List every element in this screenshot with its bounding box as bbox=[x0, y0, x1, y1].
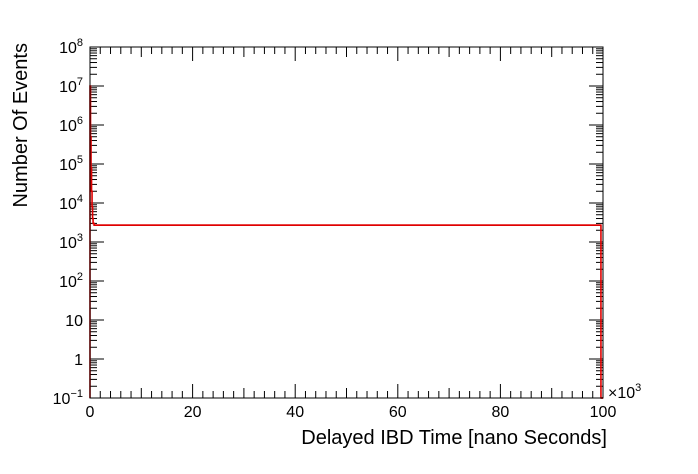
y-tick-label-base: 10 bbox=[59, 40, 77, 57]
x-tick-label: 40 bbox=[286, 404, 304, 421]
x-tick-label: 0 bbox=[86, 404, 95, 421]
y-tick-label: 10 bbox=[65, 313, 83, 330]
y-tick-label-exponent: 2 bbox=[77, 271, 83, 283]
x-tick-label: 60 bbox=[389, 404, 407, 421]
y-tick-label: 104 bbox=[59, 193, 83, 213]
y-tick-label-base: 10 bbox=[59, 157, 77, 174]
x-tick-label: 100 bbox=[590, 404, 617, 421]
y-tick-label-base: 10 bbox=[59, 274, 77, 291]
y-tick-label-exponent: 8 bbox=[77, 37, 83, 49]
y-tick-label-base: 10 bbox=[59, 196, 77, 213]
y-tick-label: 103 bbox=[59, 232, 83, 252]
x-tick-label: 80 bbox=[492, 404, 510, 421]
x-tick-label: 20 bbox=[184, 404, 202, 421]
y-tick-label-base: 10 bbox=[59, 118, 77, 135]
y-tick-label-exponent: 5 bbox=[77, 154, 83, 166]
series-group bbox=[89, 85, 603, 399]
y-axis-title: Number Of Events bbox=[10, 43, 32, 208]
y-tick-label: 102 bbox=[59, 271, 83, 291]
y-tick-label-exponent: 3 bbox=[77, 232, 83, 244]
y-tick-label-base: 10 bbox=[53, 391, 71, 408]
y-tick-label: 105 bbox=[59, 154, 83, 174]
y-tick-label-base: 1 bbox=[74, 352, 83, 369]
y-tick-label-base: 10 bbox=[59, 235, 77, 252]
y-tick-label-exponent: 6 bbox=[77, 115, 83, 127]
y-tick-label: 1 bbox=[74, 352, 83, 369]
y-tick-label-exponent: −1 bbox=[70, 388, 83, 400]
y-tick-label-exponent: 7 bbox=[77, 76, 83, 88]
plot-frame bbox=[89, 46, 604, 399]
x-axis-title: Delayed IBD Time [nano Seconds] bbox=[301, 427, 607, 449]
x-axis-exponent-base: ×10 bbox=[608, 385, 635, 402]
y-tick-label: 10−1 bbox=[53, 388, 83, 408]
y-tick-label-exponent: 4 bbox=[77, 193, 83, 205]
y-tick-label-base: 10 bbox=[65, 313, 83, 330]
y-tick-label: 108 bbox=[59, 37, 83, 57]
y-tick-label-base: 10 bbox=[59, 79, 77, 96]
y-tick-label: 107 bbox=[59, 76, 83, 96]
y-tick-label: 106 bbox=[59, 115, 83, 135]
series-line bbox=[89, 85, 603, 399]
x-axis-exponent-power: 3 bbox=[635, 382, 641, 394]
x-axis-exponent-label: ×103 bbox=[608, 382, 641, 402]
